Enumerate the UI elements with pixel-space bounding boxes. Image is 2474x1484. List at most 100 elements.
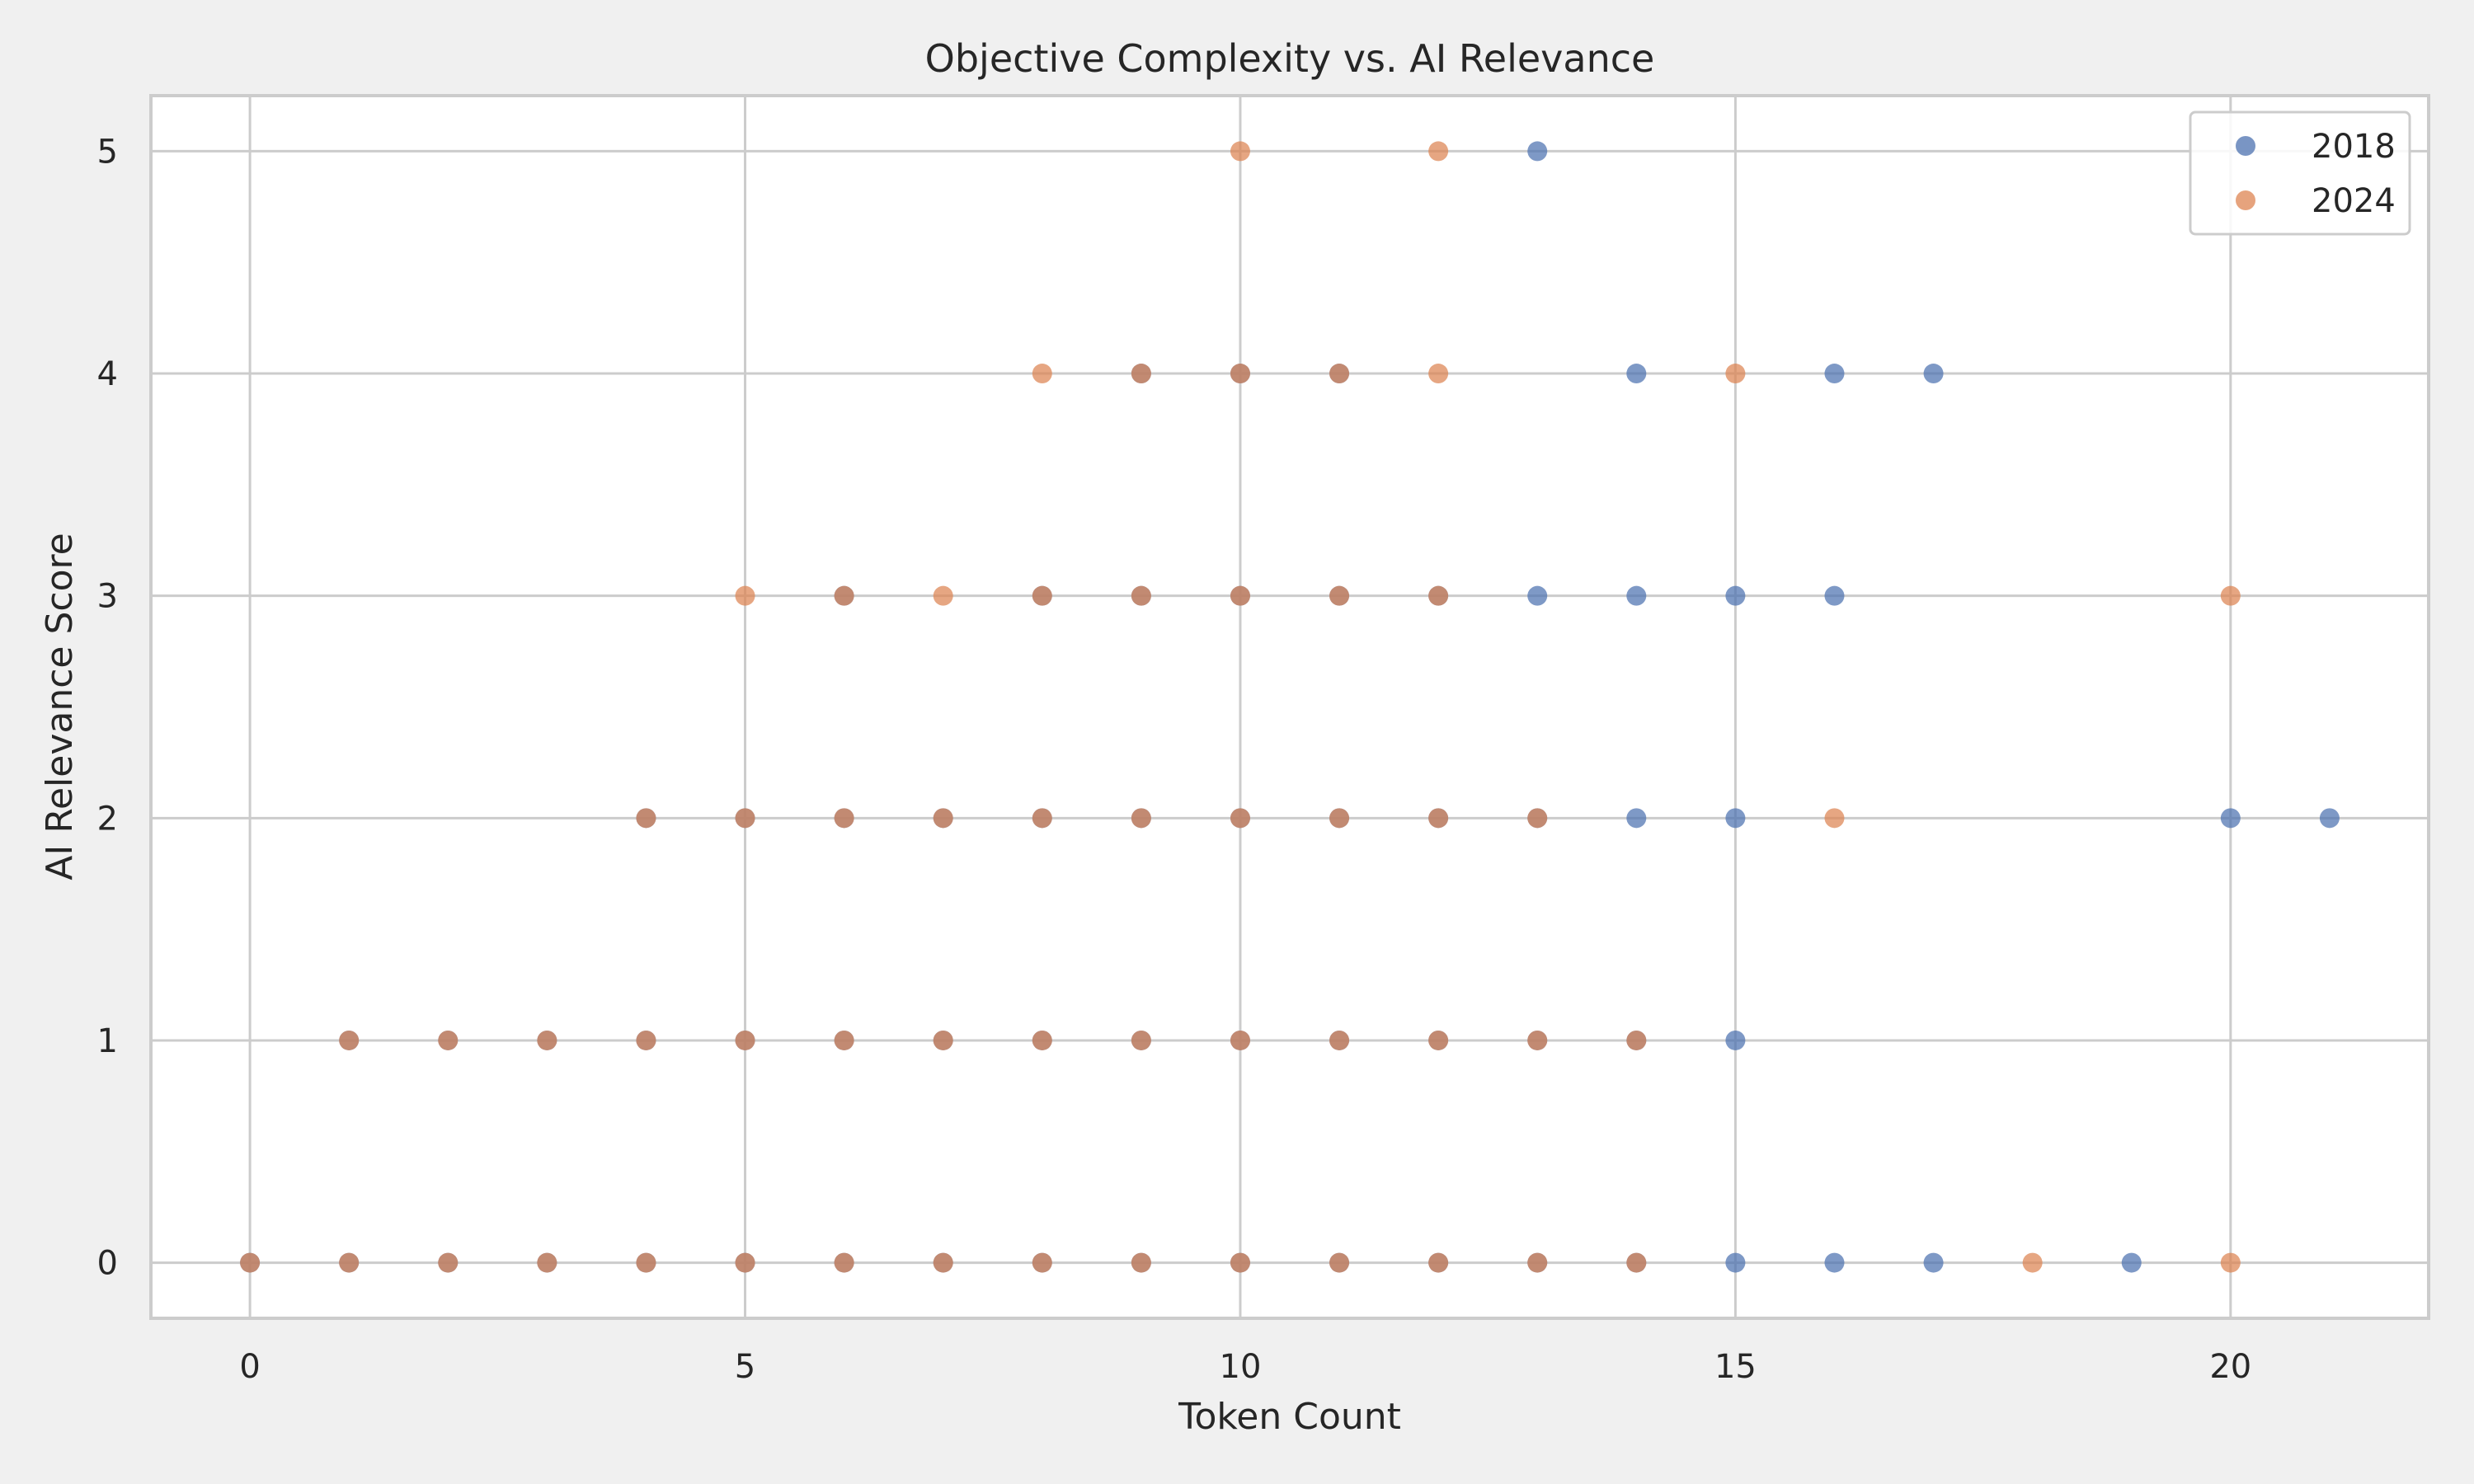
data-point-2018 [1626,808,1647,829]
data-point-2024 [1230,1252,1250,1273]
data-point-2018 [2121,1252,2142,1273]
data-point-2024 [636,1030,656,1050]
data-points [240,141,2340,1273]
data-point-2018 [1725,585,1746,606]
data-point-2024 [1329,1252,1350,1273]
data-point-2018 [1527,585,1548,606]
data-point-2024 [1725,364,1746,384]
data-point-2018 [1626,585,1647,606]
data-point-2024 [735,585,755,606]
data-point-2024 [1032,364,1052,384]
data-point-2024 [240,1252,261,1273]
data-point-2024 [1527,808,1548,829]
x-tick-label: 0 [239,1348,260,1386]
data-point-2024 [1230,364,1250,384]
legend-label-2018: 2018 [2312,128,2396,166]
legend-marker-2018 [2236,136,2255,156]
data-point-2024 [933,1030,953,1050]
data-point-2024 [1230,1030,1250,1050]
data-point-2018 [1725,808,1746,829]
x-tick-label: 20 [2209,1348,2251,1386]
data-point-2024 [1428,585,1449,606]
data-point-2024 [636,1252,656,1273]
data-point-2024 [834,585,854,606]
x-axis-label: Token Count [1178,1396,1401,1438]
y-axis-label: AI Relevance Score [39,533,81,880]
data-point-2024 [1131,1030,1151,1050]
data-point-2024 [2220,1252,2241,1273]
data-point-2024 [1428,141,1449,162]
data-point-2024 [1527,1252,1548,1273]
data-point-2024 [1032,585,1052,606]
data-point-2024 [1626,1252,1647,1273]
legend-marker-2024 [2236,190,2255,210]
y-tick-label: 5 [97,133,118,171]
data-point-2024 [537,1030,557,1050]
chart-title: Objective Complexity vs. AI Relevance [925,36,1655,81]
data-point-2018 [1527,141,1548,162]
data-point-2024 [1527,1030,1548,1050]
data-point-2024 [636,808,656,829]
data-point-2024 [1032,1252,1052,1273]
data-point-2024 [735,808,755,829]
y-tick-label: 2 [97,800,118,838]
data-point-2018 [1824,585,1845,606]
x-tick-label: 10 [1220,1348,1262,1386]
data-point-2024 [2022,1252,2043,1273]
y-tick-label: 1 [97,1022,118,1060]
y-tick-label: 4 [97,355,118,393]
data-point-2024 [438,1030,459,1050]
data-point-2024 [1032,808,1052,829]
data-point-2024 [1131,585,1151,606]
data-point-2018 [1923,364,1944,384]
data-point-2024 [2220,585,2241,606]
data-point-2024 [1230,141,1250,162]
data-point-2018 [1824,1252,1845,1273]
data-point-2024 [1329,808,1350,829]
data-point-2024 [933,1252,953,1273]
data-point-2018 [2319,808,2340,829]
data-point-2024 [1329,1030,1350,1050]
data-point-2024 [1428,1030,1449,1050]
data-point-2024 [1329,364,1350,384]
x-tick-label: 15 [1714,1348,1757,1386]
data-point-2024 [1428,808,1449,829]
data-point-2024 [933,585,953,606]
tick-labels: 0 5 10 15 20 0 1 2 3 4 5 [97,133,2252,1386]
data-point-2024 [1329,585,1350,606]
data-point-2018 [1626,364,1647,384]
data-point-2024 [1824,808,1845,829]
legend-label-2024: 2024 [2312,182,2396,220]
data-point-2018 [1725,1252,1746,1273]
y-tick-label: 3 [97,578,118,616]
y-tick-label: 0 [97,1245,118,1283]
plot-area [149,94,2430,1320]
data-point-2024 [735,1252,755,1273]
data-point-2024 [1626,1030,1647,1050]
data-point-2024 [1230,808,1250,829]
data-point-2024 [1428,364,1449,384]
data-point-2024 [1032,1030,1052,1050]
data-point-2018 [1824,364,1845,384]
data-point-2018 [1725,1030,1746,1050]
data-point-2024 [537,1252,557,1273]
data-point-2018 [1923,1252,1944,1273]
data-point-2024 [339,1252,360,1273]
x-tick-label: 5 [735,1348,755,1386]
legend: 2018 2024 [2189,110,2411,236]
data-point-2024 [1131,808,1151,829]
grid-lines [151,96,2429,1318]
data-point-2024 [1131,364,1151,384]
data-point-2024 [1131,1252,1151,1273]
data-point-2024 [1428,1252,1449,1273]
data-point-2024 [933,808,953,829]
data-point-2018 [2220,808,2241,829]
data-point-2024 [438,1252,459,1273]
data-point-2024 [834,1030,854,1050]
data-point-2024 [834,1252,854,1273]
data-point-2024 [339,1030,360,1050]
data-point-2024 [735,1030,755,1050]
data-point-2024 [1230,585,1250,606]
data-point-2024 [834,808,854,829]
